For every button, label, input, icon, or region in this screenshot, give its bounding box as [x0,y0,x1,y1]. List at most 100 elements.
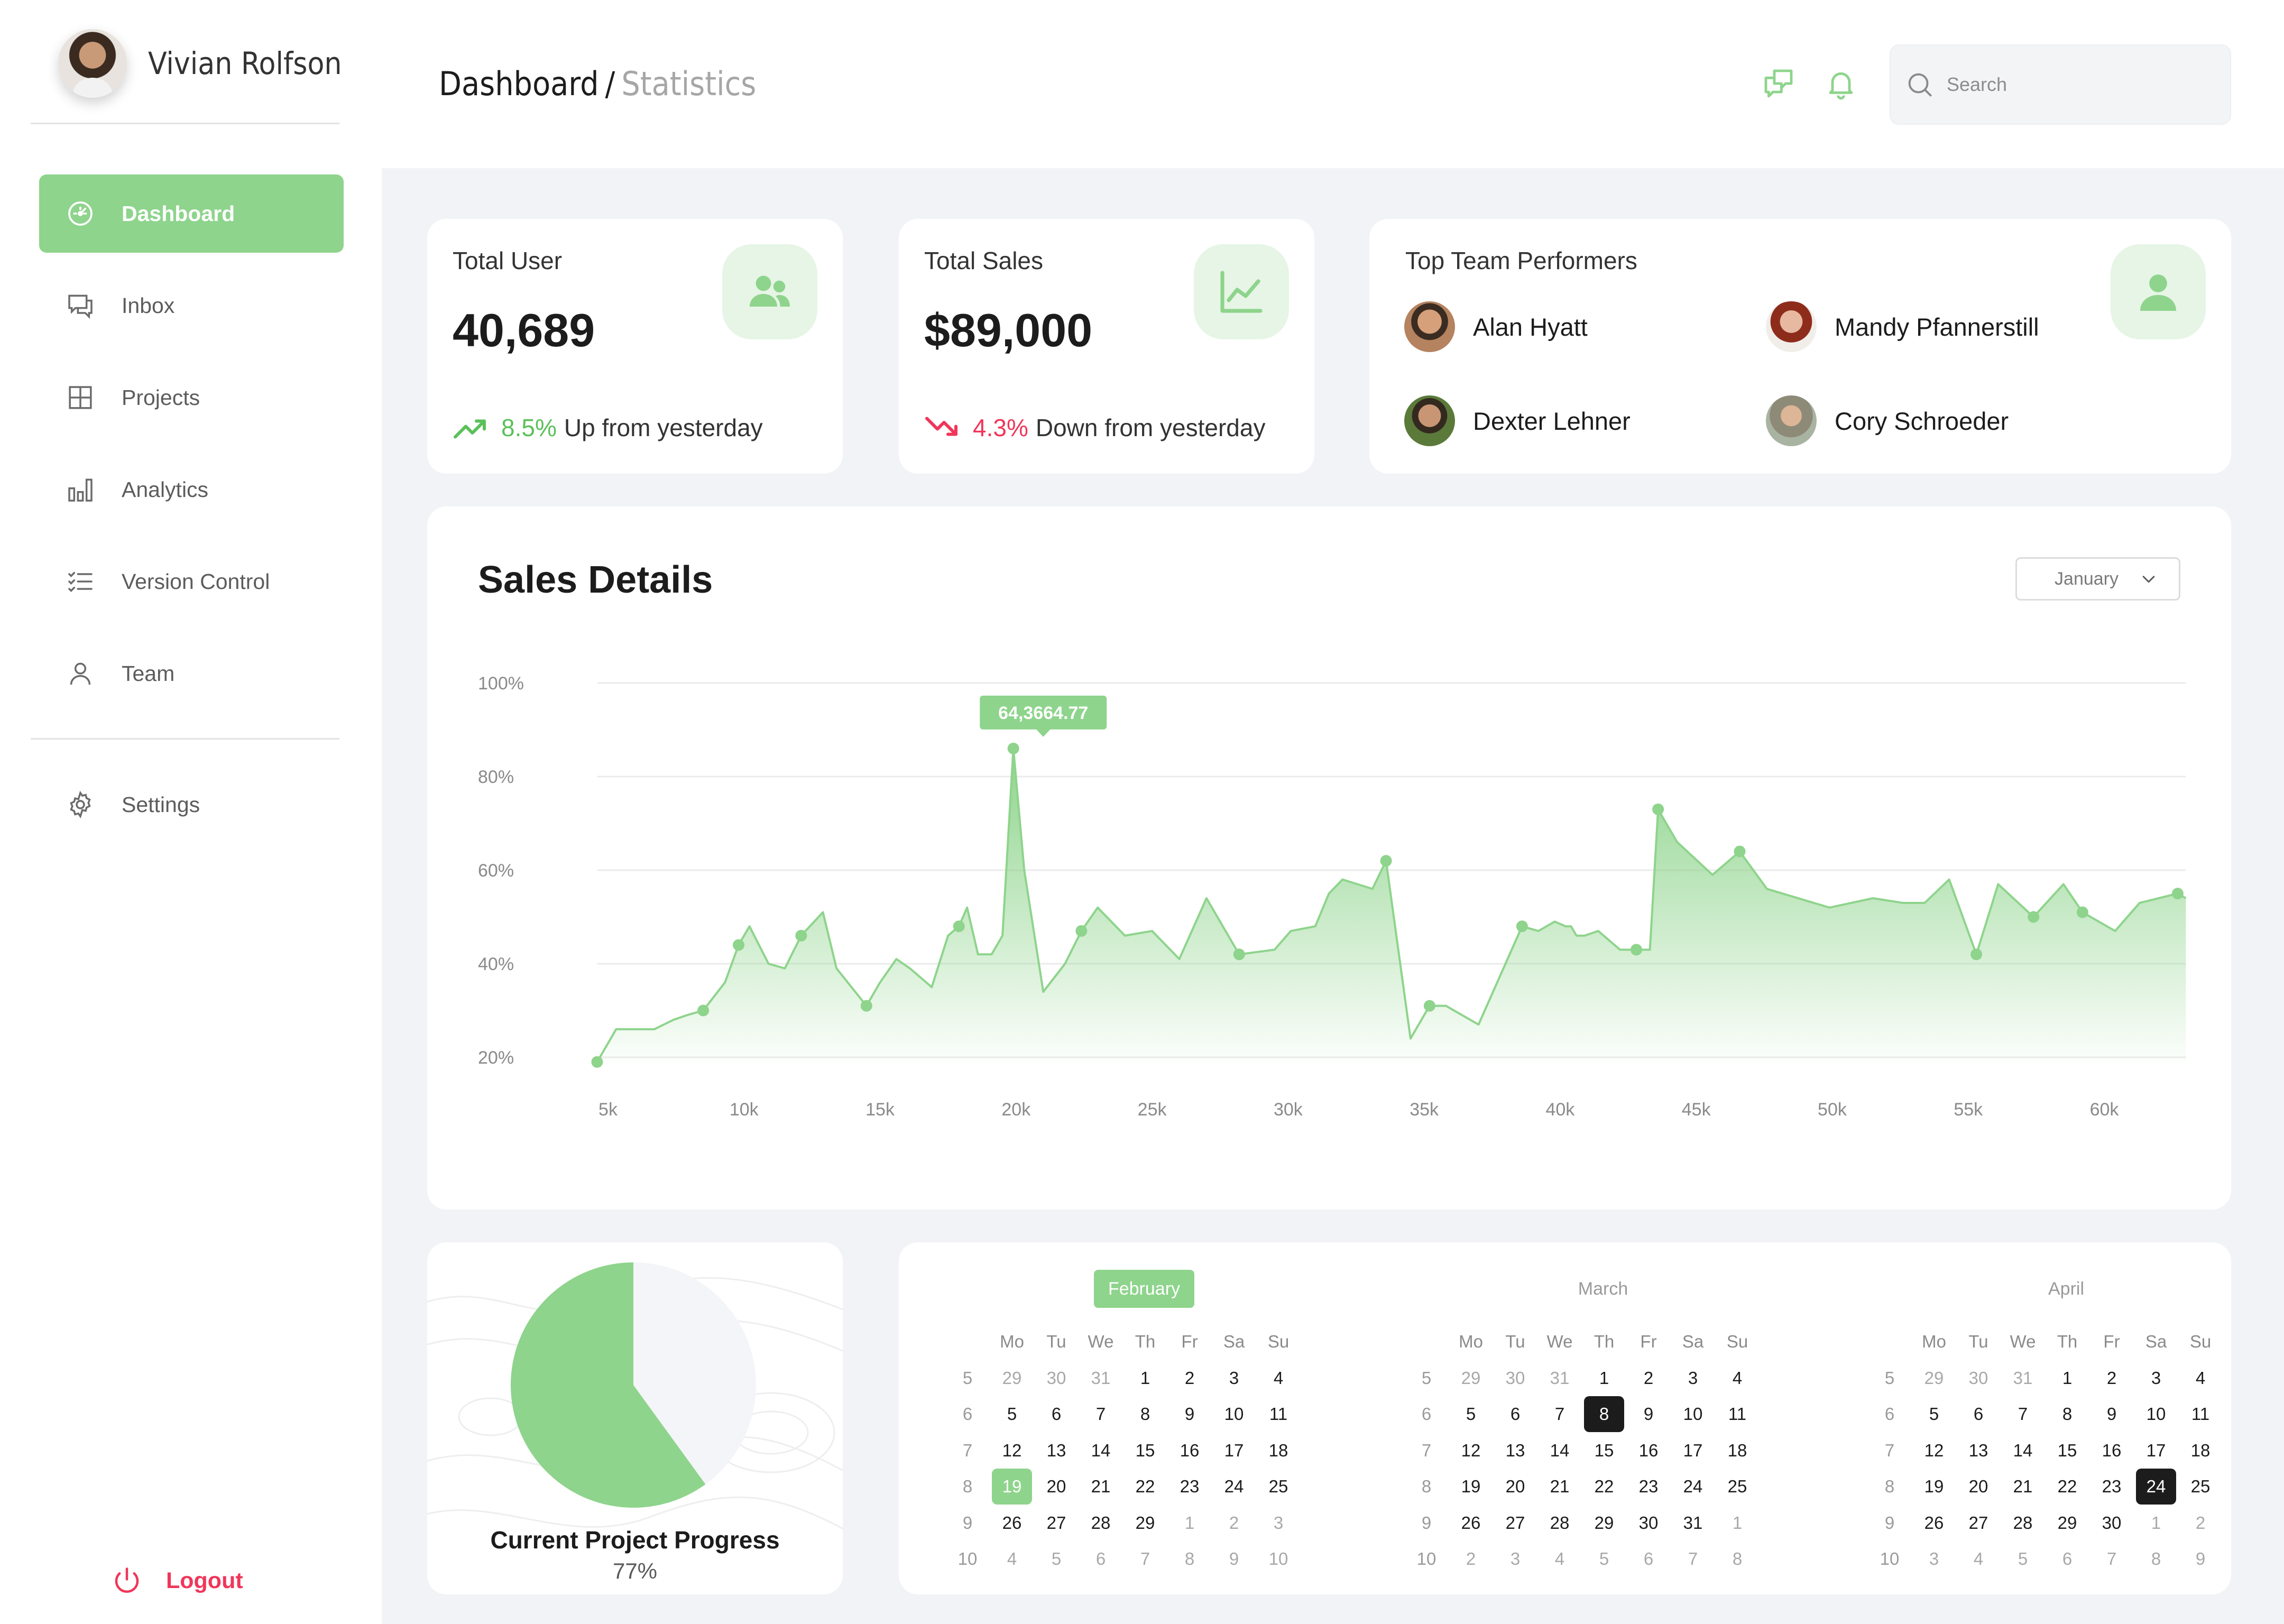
calendar-day[interactable]: 9 [2195,1549,2206,1568]
calendar-day[interactable]: 5 [1051,1549,1062,1568]
calendar-day[interactable]: 20 [1968,1477,1988,1496]
calendar-day[interactable]: 14 [1550,1440,1570,1460]
performer-item[interactable]: Dexter Lehner [1404,395,1631,446]
calendar-day[interactable]: 1 [1599,1368,1609,1388]
calendar-day[interactable]: 31 [2013,1368,2033,1388]
calendar-day[interactable]: 18 [1268,1440,1288,1460]
data-point[interactable] [1423,1000,1435,1012]
calendar-day[interactable]: 18 [2190,1440,2211,1460]
calendar-day[interactable]: 8 [1732,1549,1743,1568]
calendar-day[interactable]: 30 [1968,1368,1988,1388]
calendar-day[interactable]: 25 [2190,1477,2211,1496]
calendar-day[interactable]: 20 [1046,1477,1066,1496]
data-point[interactable] [1233,948,1245,961]
calendar-day[interactable]: 11 [2191,1404,2210,1424]
calendar-day[interactable]: 29 [1461,1368,1481,1388]
calendar-day[interactable]: 17 [1224,1440,1244,1460]
calendar-day[interactable]: 5 [2018,1549,2028,1568]
calendar-day[interactable]: 15 [1135,1440,1155,1460]
sidebar-item-inbox[interactable]: Inbox [39,266,344,345]
calendar-day[interactable]: 4 [2195,1368,2206,1388]
calendar-day[interactable]: 2 [1229,1512,1239,1533]
data-point[interactable] [953,920,965,933]
calendar-day[interactable]: 2 [1466,1549,1476,1568]
calendar-day[interactable]: 27 [1505,1512,1525,1533]
calendar-day[interactable]: 25 [1727,1477,1747,1496]
data-point[interactable] [795,929,807,942]
calendar-day[interactable]: 5 [1599,1549,1609,1568]
calendar-day[interactable]: 9 [1184,1404,1195,1424]
calendar-day[interactable]: 7 [2106,1549,2117,1568]
calendar-day[interactable]: 1 [2151,1512,2161,1533]
sidebar-item-settings[interactable]: Settings [39,765,344,844]
user-profile[interactable]: Vivian Rolfson [58,29,342,98]
calendar-day[interactable]: 13 [1968,1440,1988,1460]
calendar-day[interactable]: 26 [1924,1512,1944,1533]
calendar-month-label[interactable]: February [1094,1270,1194,1308]
month-dropdown[interactable]: January [2015,557,2180,601]
calendar-day[interactable]: 12 [1002,1440,1022,1460]
calendar-day[interactable]: 17 [2146,1440,2166,1460]
breadcrumb-sub[interactable]: Statistics [621,64,757,103]
calendar-day[interactable]: 25 [1268,1477,1288,1496]
chat-icon[interactable] [1762,67,1795,100]
calendar-day[interactable]: 26 [1002,1512,1022,1533]
calendar-day[interactable]: 7 [2018,1404,2028,1424]
data-point[interactable] [1630,944,1642,956]
calendar-day[interactable]: 5 [1466,1404,1476,1424]
calendar-day[interactable]: 12 [1461,1440,1481,1460]
performer-item[interactable]: Mandy Pfannerstill [1766,301,2039,352]
calendar-day[interactable]: 7 [1688,1549,1698,1568]
calendar-day[interactable]: 7 [1095,1404,1106,1424]
calendar-day[interactable]: 31 [1091,1368,1111,1388]
calendar-day[interactable]: 11 [1269,1404,1288,1424]
calendar-day[interactable]: 22 [1135,1477,1155,1496]
calendar-day[interactable]: 18 [1727,1440,1747,1460]
data-point[interactable] [1007,742,1019,754]
calendar-day[interactable]: 6 [1973,1404,1984,1424]
calendar-day[interactable]: 29 [1135,1512,1155,1533]
bell-icon[interactable] [1824,67,1858,100]
data-point[interactable] [2171,888,2184,900]
calendar-day[interactable]: 29 [1924,1368,1944,1388]
calendar-day[interactable]: 2 [2106,1368,2117,1388]
calendar-day[interactable]: 2 [1184,1368,1195,1388]
calendar-day[interactable]: 9 [1229,1549,1239,1568]
calendar-day[interactable]: 19 [992,1469,1032,1505]
calendar-day[interactable]: 5 [1929,1404,1939,1424]
calendar-day[interactable]: 3 [1929,1549,1939,1568]
calendar-day[interactable]: 10 [1683,1404,1703,1424]
performer-item[interactable]: Alan Hyatt [1404,301,1588,352]
calendar-day[interactable]: 24 [1224,1477,1244,1496]
calendar-day[interactable]: 8 [1140,1404,1150,1424]
data-point[interactable] [1516,920,1528,933]
data-point[interactable] [732,939,744,951]
data-point[interactable] [2028,911,2040,923]
calendar-day[interactable]: 30 [1638,1512,1659,1533]
calendar-day[interactable]: 4 [1554,1549,1565,1568]
data-point[interactable] [2076,906,2088,918]
calendar-day[interactable]: 8 [1184,1549,1195,1568]
calendar-day[interactable]: 30 [2102,1512,2122,1533]
calendar-day[interactable]: 23 [1638,1477,1659,1496]
calendar-day[interactable]: 2 [2195,1512,2206,1533]
calendar-day[interactable]: 15 [1594,1440,1614,1460]
calendar-day[interactable]: 30 [1046,1368,1066,1388]
calendar-day[interactable]: 14 [1091,1440,1111,1460]
calendar-day[interactable]: 31 [1683,1512,1703,1533]
calendar-day[interactable]: 24 [2136,1469,2176,1505]
calendar-day[interactable]: 23 [1180,1477,1200,1496]
calendar-day[interactable]: 4 [1007,1549,1017,1568]
data-point[interactable] [1970,948,1983,961]
calendar-day[interactable]: 6 [1051,1404,1062,1424]
calendar-day[interactable]: 29 [2057,1512,2077,1533]
calendar-day[interactable]: 20 [1505,1477,1525,1496]
calendar-day[interactable]: 9 [1643,1404,1654,1424]
calendar-day[interactable]: 23 [2102,1477,2122,1496]
data-point[interactable] [1380,855,1392,867]
calendar-day[interactable]: 27 [1046,1512,1066,1533]
calendar-day[interactable]: 17 [1683,1440,1703,1460]
calendar-day[interactable]: 16 [1180,1440,1200,1460]
calendar-day[interactable]: 12 [1924,1440,1944,1460]
calendar-day[interactable]: 11 [1728,1404,1747,1424]
